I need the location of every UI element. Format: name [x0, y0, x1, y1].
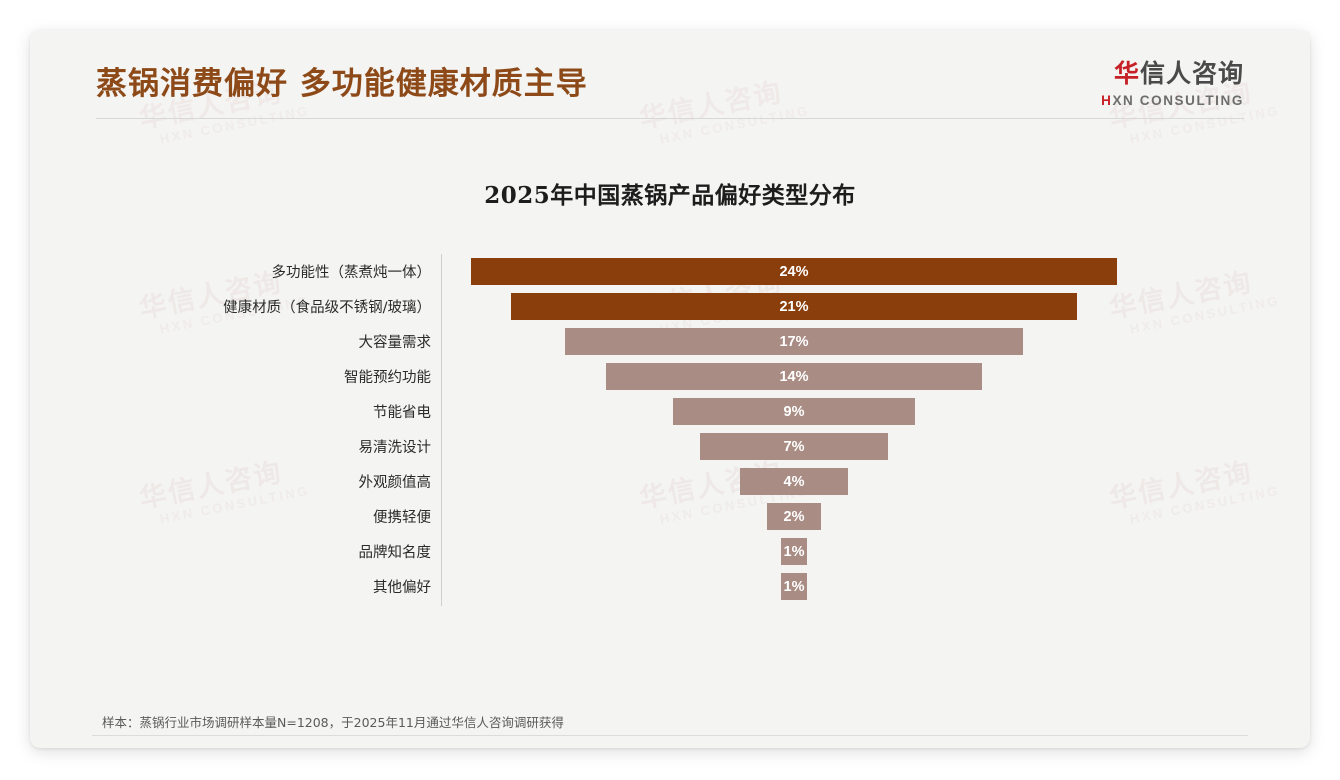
bar-track: 2% — [442, 503, 1146, 530]
bar-value-label: 9% — [783, 403, 805, 420]
bar-value-label: 17% — [779, 333, 809, 350]
category-label: 多功能性（蒸煮炖一体） — [271, 265, 432, 281]
bar-segment[interactable]: 1% — [780, 538, 808, 565]
bar-track: 9% — [442, 398, 1146, 425]
chart-area: 2025年中国蒸锅产品偏好类型分布 多功能性（蒸煮炖一体） 24% 健康材质（食品级… — [30, 128, 1310, 668]
chart-row: 便携轻便 2% — [30, 499, 1310, 534]
chart-row: 大容量需求 17% — [30, 324, 1310, 359]
bar-value-label: 7% — [783, 438, 805, 455]
bar-segment[interactable]: 9% — [672, 398, 916, 425]
category-label: 健康材质（食品级不锈钢/玻璃） — [223, 300, 431, 316]
slide-header: 蒸锅消费偏好 多功能健康材质主导 华信人咨询 HXN CONSULTING — [30, 30, 1310, 128]
category-label: 其他偏好 — [373, 580, 431, 596]
bar-value-label: 14% — [779, 368, 809, 385]
funnel-chart-plot: 多功能性（蒸煮炖一体） 24% 健康材质（食品级不锈钢/玻璃） 21% 大容量需求 17%… — [30, 254, 1310, 614]
bar-track: 1% — [442, 573, 1146, 600]
logo-rest-chars: 信人咨询 — [1139, 59, 1244, 88]
bar-track: 17% — [442, 328, 1146, 355]
bar-value-label: 24% — [779, 263, 809, 280]
bar-segment[interactable]: 4% — [740, 468, 848, 495]
header-divider — [96, 118, 1244, 119]
logo-en-accent-char: H — [1101, 93, 1113, 108]
bar-segment[interactable]: 17% — [565, 328, 1023, 355]
chart-row: 智能预约功能 14% — [30, 359, 1310, 394]
category-label: 智能预约功能 — [344, 370, 431, 386]
chart-row: 易清洗设计 7% — [30, 429, 1310, 464]
chart-title: 2025年中国蒸锅产品偏好类型分布 — [484, 182, 856, 209]
slide-footer: ©2026.1 HXR华信人咨询 www.hxrcon.com — [30, 736, 1310, 748]
chart-row: 品牌知名度 1% — [30, 534, 1310, 569]
category-label: 大容量需求 — [358, 335, 432, 351]
logo-english-text: HXN CONSULTING — [1101, 93, 1244, 108]
page-title: 蒸锅消费偏好 多功能健康材质主导 — [96, 66, 588, 102]
logo-en-rest: XN CONSULTING — [1112, 93, 1244, 108]
bar-track: 7% — [442, 433, 1146, 460]
chart-row: 健康材质（食品级不锈钢/玻璃） 21% — [30, 289, 1310, 324]
category-axis-line — [441, 254, 442, 606]
bar-track: 24% — [442, 258, 1146, 285]
bar-segment[interactable]: 21% — [511, 293, 1077, 320]
category-label: 节能省电 — [373, 405, 431, 421]
bar-rows-container: 多功能性（蒸煮炖一体） 24% 健康材质（食品级不锈钢/玻璃） 21% 大容量需求 17%… — [30, 254, 1310, 604]
bar-segment[interactable]: 14% — [605, 363, 983, 390]
bar-track: 1% — [442, 538, 1146, 565]
bar-segment[interactable]: 7% — [699, 433, 889, 460]
bar-value-label: 1% — [783, 578, 805, 595]
category-label: 外观颜值高 — [358, 475, 432, 491]
bar-track: 21% — [442, 293, 1146, 320]
category-label: 品牌知名度 — [358, 545, 432, 561]
chart-row: 其他偏好 1% — [30, 569, 1310, 604]
bar-value-label: 1% — [783, 543, 805, 560]
bar-track: 4% — [442, 468, 1146, 495]
chart-row: 外观颜值高 4% — [30, 464, 1310, 499]
chart-row: 节能省电 9% — [30, 394, 1310, 429]
category-label: 易清洗设计 — [358, 440, 432, 456]
bar-value-label: 2% — [783, 508, 805, 525]
logo-chinese-text: 华信人咨询 — [1101, 54, 1244, 90]
chart-row: 多功能性（蒸煮炖一体） 24% — [30, 254, 1310, 289]
category-label: 便携轻便 — [373, 510, 431, 526]
bar-value-label: 4% — [783, 473, 805, 490]
footer-divider — [92, 735, 1248, 736]
bar-value-label: 21% — [779, 298, 809, 315]
logo-accent-char: 华 — [1113, 59, 1140, 88]
source-footnote: 样本：蒸锅行业市场调研样本量N=1208，于2025年11月通过华信人咨询调研获… — [102, 715, 564, 730]
bar-segment[interactable]: 1% — [780, 573, 808, 600]
company-logo: 华信人咨询 HXN CONSULTING — [1101, 54, 1244, 108]
slide-canvas: 华信人咨询 HXN CONSULTING 华信人咨询 HXN CONSULTING 华信… — [30, 30, 1310, 748]
bar-track: 14% — [442, 363, 1146, 390]
bar-segment[interactable]: 24% — [471, 258, 1117, 285]
bar-segment[interactable]: 2% — [767, 503, 821, 530]
